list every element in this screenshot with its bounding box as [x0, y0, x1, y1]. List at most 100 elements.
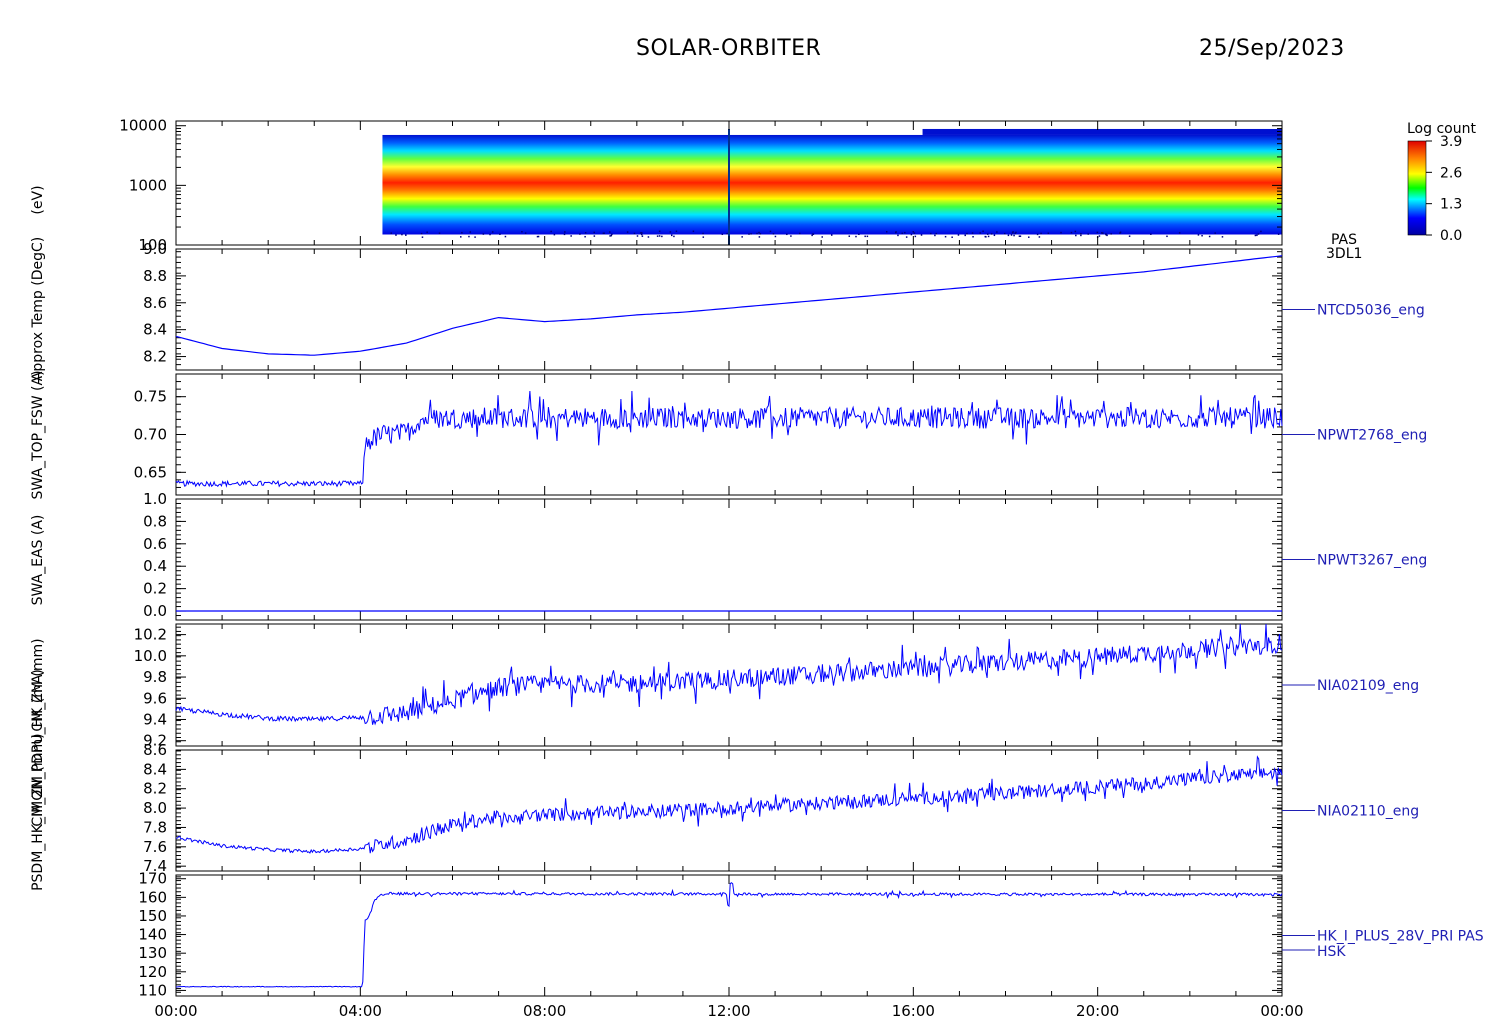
spectrogram-speckle — [756, 232, 758, 235]
y-tick-label: 8.6 — [143, 741, 167, 759]
panel-frame — [175, 373, 1283, 496]
series-line — [175, 255, 1283, 356]
y-tick-label: 0.0 — [143, 602, 167, 620]
spectrogram-speckle — [912, 231, 915, 233]
spectrogram-speckle — [811, 234, 813, 237]
spectrogram-speckle — [536, 235, 539, 238]
spectrogram-speckle — [1038, 236, 1041, 238]
spectrogram-speckle — [721, 233, 724, 236]
y-tick-label: 120 — [138, 963, 167, 981]
spectrogram-speckle — [661, 235, 663, 238]
y-tick-label: 8.2 — [143, 780, 167, 798]
y-tick-label: 160 — [138, 888, 167, 906]
spectrogram-speckle — [609, 235, 611, 237]
spectrogram-speckle — [584, 231, 587, 234]
spectrogram-speckle — [855, 235, 857, 238]
spectrogram-speckle — [934, 234, 936, 237]
spectrogram-speckle — [748, 233, 750, 235]
spectrogram-speckle — [759, 233, 762, 235]
y-tick-label: 9.4 — [143, 710, 167, 728]
spectrogram-speckle — [758, 231, 760, 234]
spectrogram-speckle — [702, 232, 704, 235]
panel-frame — [175, 498, 1283, 621]
spectrogram-speckle — [1254, 234, 1257, 237]
axis-title: PSDM_HK_IMON_PDPU_HK (mA) — [30, 669, 46, 891]
y-tick-label: 0.2 — [143, 580, 167, 598]
spectrogram-speckle — [1074, 230, 1077, 233]
spectrogram-speckle — [830, 234, 833, 236]
spectrogram-speckle — [1166, 235, 1168, 238]
y-tick-label: 9.2 — [143, 732, 167, 750]
y-tick-label: 8.8 — [143, 267, 167, 285]
spectrogram-speckle — [979, 232, 981, 234]
spectrogram-speckle — [1128, 235, 1131, 237]
panel-label: 3DL1 — [1326, 246, 1362, 262]
spectrogram-speckle — [1010, 234, 1013, 236]
spectrogram-speckle — [1028, 236, 1030, 238]
panel-1: 8.2 8.4 8.6 8.8 9.0 NTCD5036_eng — [143, 240, 1425, 371]
spectrogram-speckle — [914, 235, 917, 238]
spectrogram-speckle — [570, 235, 572, 237]
y-tick-label: 7.6 — [143, 838, 167, 856]
spectrogram-speckle — [461, 231, 463, 234]
spectrogram-speckle — [913, 232, 916, 234]
series-line — [175, 623, 1283, 726]
spectrogram-speckle — [812, 233, 815, 235]
spectrogram-speckle — [550, 230, 552, 233]
spectrogram-speckle — [593, 231, 595, 234]
x-tick-label: 04:00 — [339, 1002, 382, 1020]
spectrogram-speckle — [1256, 234, 1258, 237]
spectrogram-speckle — [658, 230, 661, 233]
spectrogram-speckle — [798, 232, 801, 235]
x-tick-label: 00:00 — [1260, 1002, 1303, 1020]
spectrogram-speckle — [593, 235, 596, 237]
spectrogram-speckle — [395, 234, 397, 236]
spectrogram-speckle — [1214, 232, 1216, 234]
spectrogram-speckle — [670, 234, 673, 237]
spectrogram-speckle — [1150, 233, 1152, 235]
spectrogram-speckle — [499, 233, 501, 235]
spectrogram-speckle — [602, 232, 605, 235]
spectrogram-speckle — [993, 234, 996, 237]
y-tick-label: 150 — [138, 907, 167, 925]
spectrogram-speckle — [491, 231, 494, 233]
spectrogram-speckle — [786, 233, 788, 236]
y-tick-label: 130 — [138, 944, 167, 962]
series-line — [175, 755, 1283, 854]
spectrogram-speckle — [866, 235, 869, 238]
spectrogram-speckle — [986, 233, 989, 235]
panel-5: 7.47.6 7.88.08.2 8.48.6 NIA02110_eng — [143, 741, 1419, 875]
spectrogram-speckle — [1011, 232, 1014, 234]
spectrogram-speckle — [982, 230, 984, 233]
spectrogram-speckle — [1012, 231, 1014, 233]
spectrogram-speckle — [848, 235, 851, 237]
spectrogram-speckle — [935, 232, 938, 235]
y-tick-label: 8.2 — [143, 348, 167, 366]
y-tick-label: 7.8 — [143, 818, 167, 836]
axis-title: CM_ZM (mm) — [30, 733, 46, 826]
spectrogram-speckle — [675, 230, 678, 233]
side-labels: (eV) Approx Temp (DegC)SWA_TOP_FSW (A) SWA… — [30, 185, 46, 890]
spectrogram-speckle — [669, 231, 672, 233]
spectrogram-speckle — [564, 231, 566, 233]
spectrogram-speckle — [957, 234, 960, 236]
spectrogram-speckle — [1080, 234, 1082, 237]
spectrogram-speckle — [1015, 231, 1017, 234]
spectrogram-speckle — [553, 233, 556, 236]
spectrogram-speckle — [769, 230, 772, 233]
spectrogram-speckle — [858, 233, 860, 236]
spectrogram-speckle — [639, 232, 642, 234]
x-tick-label: 20:00 — [1076, 1002, 1119, 1020]
panel-label: NIA02110_eng — [1317, 804, 1419, 820]
axis-title: SWA_TOP_FSW (A) — [30, 370, 46, 499]
spectrogram-speckle — [504, 235, 507, 238]
y-tick-label: 110 — [138, 981, 167, 999]
spectrogram-speckle — [904, 231, 906, 234]
spectrogram-speckle — [971, 232, 974, 234]
y-tick-label: 8.4 — [143, 760, 167, 778]
spectrogram-speckle — [1007, 234, 1010, 237]
panel-2: 0.65 0.70 0.75 NPWT2768_eng — [134, 373, 1427, 496]
